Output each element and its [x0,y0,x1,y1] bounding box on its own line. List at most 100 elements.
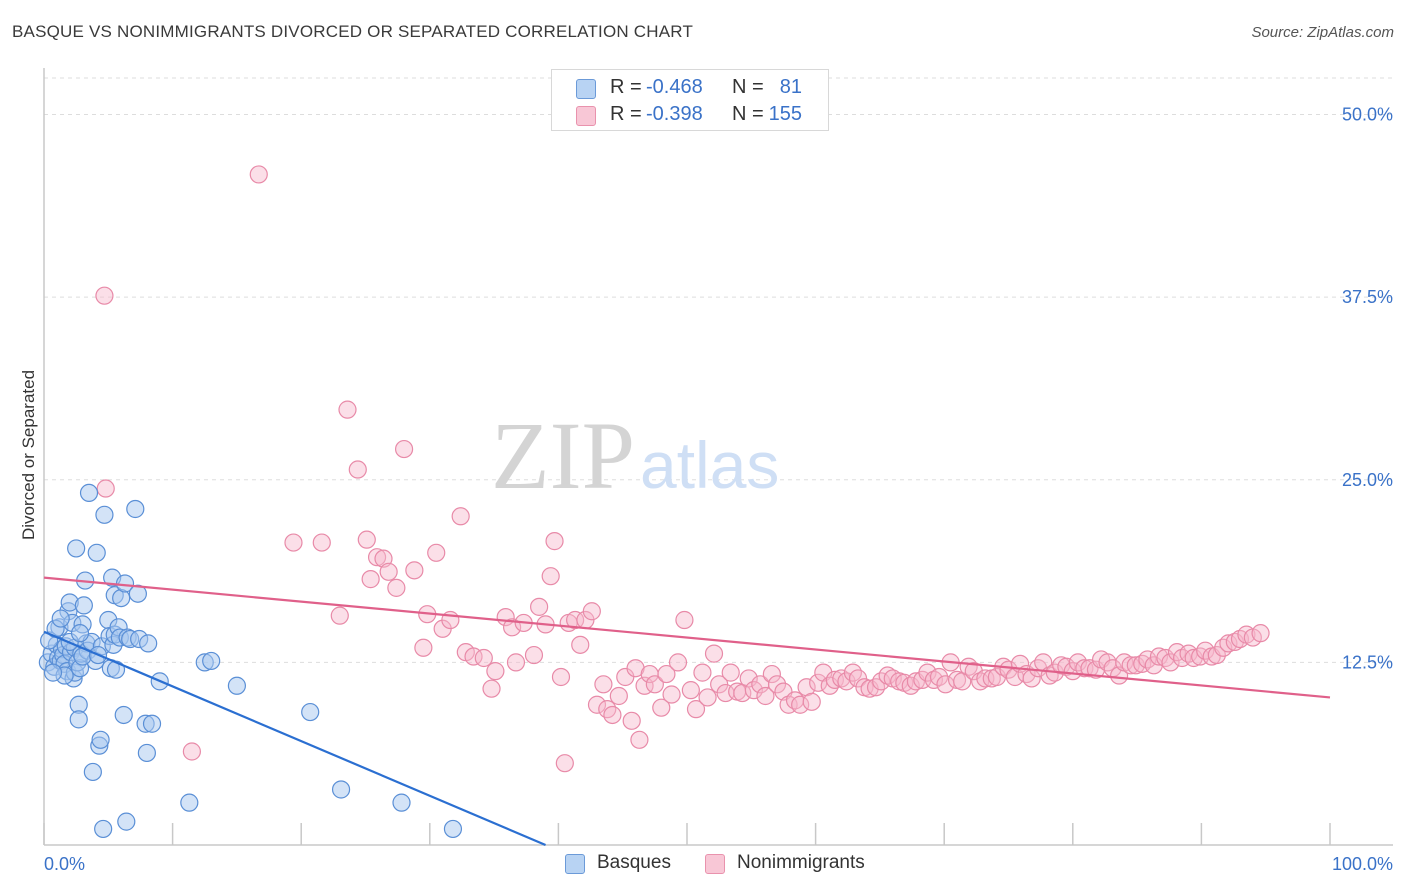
stats-legend: R = -0.468 N = 81 R = -0.398 N = 155 [551,69,829,131]
nonimmigrants-point [609,686,628,706]
nonimmigrants-point [645,675,664,694]
nonimmigrants-swatch [705,854,725,874]
nonimmigrants-point [357,530,376,549]
source-label: Source: ZipAtlas.com [1251,24,1394,41]
y-tick-label: 12.5% [1342,652,1393,672]
nonimmigrants-point [330,606,349,625]
nonimmigrants-point [791,695,810,714]
basques-points [38,483,463,839]
nonimmigrants-point [767,675,787,694]
nonimmigrants-point [312,533,331,552]
basques-point [67,539,86,558]
nonimmigrants-point [587,695,607,714]
nonimmigrants-point [681,681,700,700]
basques-point [91,730,110,749]
nonimmigrants-point [918,663,937,682]
nonimmigrants-point [686,700,706,719]
basques-point [79,483,99,503]
nonimmigrants-point [555,754,574,773]
nonimmigrants-point [756,686,775,706]
nonimmigrants-point [929,667,949,687]
trend-lines [43,576,1331,847]
nonimmigrants-point [1167,643,1187,662]
nonimmigrants-point [582,602,601,621]
basques-point [51,609,70,628]
basques-point [94,819,113,839]
basques-point [139,634,158,653]
legend-label: Basques [597,852,671,873]
nonimmigrants-point [1161,653,1180,672]
basques-point [392,793,411,812]
nonimmigrants-point [379,562,398,581]
nonimmigrants-point [545,532,564,551]
basques-point [43,663,63,682]
y-tick-label: 50.0% [1342,105,1393,125]
basques-point [202,651,221,671]
basques-point [117,812,136,831]
nonimmigrants-point [1207,645,1226,665]
basques-point [70,624,90,643]
nonimmigrants-point [675,610,694,630]
x-tick-label: 100.0% [1332,854,1393,874]
nonimmigrants-point [367,548,387,567]
nonimmigrants-point [566,610,585,630]
nonimmigrants-point [361,570,380,589]
nonimmigrants-point [486,662,505,681]
r-value: -0.398 [646,103,703,125]
basques-trend-line [43,630,546,847]
y-tick-label: 37.5% [1342,287,1393,307]
basques-point [69,710,88,729]
basques-point [227,676,246,695]
basques-point [331,780,351,799]
nonimmigrants-point [598,700,617,719]
nonimmigrants-point [878,666,897,685]
n-label: N = [732,76,764,98]
nonimmigrants-point [405,561,424,580]
chart-title: BASQUE VS NONIMMIGRANTS DIVORCED OR SEPA… [12,22,694,41]
nonimmigrants-point [503,618,522,637]
nonimmigrants-point [482,679,501,698]
nonimmigrants-point [551,667,571,687]
y-axis-label: Divorced or Separated [19,370,38,540]
nonimmigrants-point [96,479,115,498]
nonimmigrants-point [721,663,740,682]
nonimmigrants-point [652,698,671,717]
nonimmigrants-point [662,685,681,704]
nonimmigrants-point [474,648,493,668]
nonimmigrants-point [530,597,549,616]
nonimmigrants-point [524,645,544,665]
nonimmigrants-point [451,507,470,526]
nonimmigrants-point [739,669,758,688]
nonimmigrants-point [698,688,717,707]
r-value: -0.468 [646,76,703,98]
nonimmigrants-point [1219,634,1238,653]
basques-point [87,543,106,562]
basques-point [128,584,147,603]
nonimmigrants-point [693,663,712,682]
nonimmigrants-point [594,675,613,694]
basques-point [95,505,114,524]
nonimmigrants-point [971,672,990,691]
grid-lines [44,77,1393,663]
nonimmigrants-point [571,635,590,654]
nonimmigrants-point [762,664,781,684]
nonimmigrants-point [924,670,944,690]
nonimmigrants-point [95,286,114,305]
nonimmigrants-point [284,533,303,552]
basques-point [126,499,145,519]
nonimmigrants-point [1251,624,1270,643]
nonimmigrants-point [668,653,688,672]
nonimmigrants-point [338,400,357,419]
nonimmigrants-trend-line [43,576,1331,699]
nonimmigrants-point [414,638,433,657]
series-legend: Basques Nonimmigrants [0,852,1406,876]
nonimmigrants-point [506,653,526,672]
nonimmigrants-point [622,711,641,730]
nonimmigrants-point [603,705,622,725]
nonimmigrants-point [387,578,406,597]
basques-point [74,596,93,615]
nonimmigrants-point [802,692,821,711]
basques-point [114,705,133,725]
nonimmigrants-point [182,742,201,761]
